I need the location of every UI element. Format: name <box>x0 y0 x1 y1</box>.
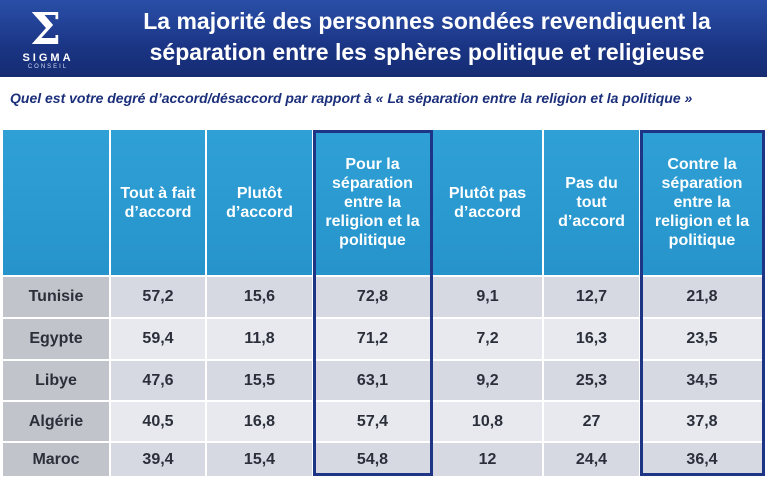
table-cell: 23,5 <box>641 319 763 359</box>
row-label: Libye <box>3 361 109 400</box>
row-label: Tunisie <box>3 277 109 317</box>
row-label: Egypte <box>3 319 109 359</box>
title-banner: Σ SIGMA CONSEIL La majorité des personne… <box>0 0 767 77</box>
table-cell: 34,5 <box>641 361 763 400</box>
sigma-logo-icon: Σ <box>30 4 62 55</box>
table-cell: 7,2 <box>433 319 542 359</box>
table-cell: 24,4 <box>544 443 639 476</box>
column-header: Plutôt d’accord <box>207 130 312 275</box>
table-cell: 25,3 <box>544 361 639 400</box>
table-cell: 9,2 <box>433 361 542 400</box>
table-cell: 10,8 <box>433 402 542 441</box>
table-cell: 27 <box>544 402 639 441</box>
table-cell: 9,1 <box>433 277 542 317</box>
table-cell: 54,8 <box>314 443 431 476</box>
column-header: Pas du tout d’accord <box>544 130 639 275</box>
table-cell: 47,6 <box>111 361 205 400</box>
table-cell: 15,4 <box>207 443 312 476</box>
table-cell: 21,8 <box>641 277 763 317</box>
sigma-logo: Σ SIGMA CONSEIL <box>12 4 84 71</box>
header-corner <box>3 130 109 275</box>
table-cell: 12,7 <box>544 277 639 317</box>
row-label: Maroc <box>3 443 109 476</box>
row-label: Algérie <box>3 402 109 441</box>
table-cell: 36,4 <box>641 443 763 476</box>
table-cell: 63,1 <box>314 361 431 400</box>
column-header: Tout à fait d’accord <box>111 130 205 275</box>
table-cell: 39,4 <box>111 443 205 476</box>
table-cell: 12 <box>433 443 542 476</box>
table-cell: 40,5 <box>111 402 205 441</box>
table-cell: 72,8 <box>314 277 431 317</box>
table-cell: 59,4 <box>111 319 205 359</box>
table-cell: 15,6 <box>207 277 312 317</box>
column-header: Contre la séparation entre la religion e… <box>641 130 763 275</box>
results-table: Tout à fait d’accord Plutôt d’accord Pour … <box>3 130 765 476</box>
table-cell: 15,5 <box>207 361 312 400</box>
table-cell: 57,4 <box>314 402 431 441</box>
table-cell: 37,8 <box>641 402 763 441</box>
logo-name: SIGMA <box>22 52 74 64</box>
page-title: La majorité des personnes sondées revend… <box>143 8 711 65</box>
column-header: Pour la séparation entre la religion et … <box>314 130 431 275</box>
column-header: Plutôt pas d’accord <box>433 130 542 275</box>
table-cell: 57,2 <box>111 277 205 317</box>
table-cell: 11,8 <box>207 319 312 359</box>
table-cell: 16,8 <box>207 402 312 441</box>
table-cell: 16,3 <box>544 319 639 359</box>
table-cell: 71,2 <box>314 319 431 359</box>
survey-question: Quel est votre degré d’accord/désaccord … <box>10 90 693 106</box>
logo-subtitle: CONSEIL <box>27 64 69 70</box>
